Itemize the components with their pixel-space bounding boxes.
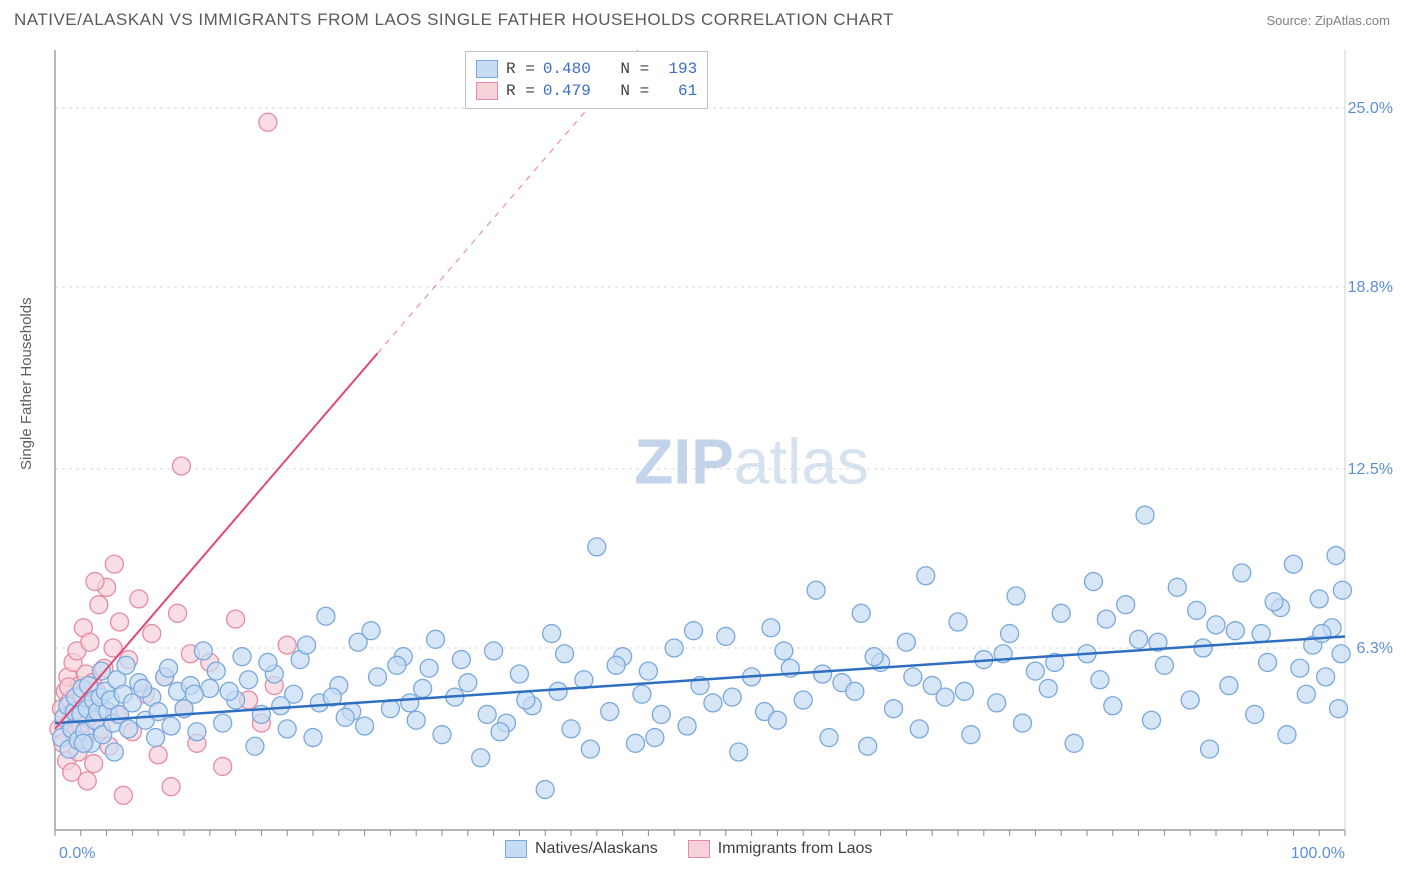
stats-row: R = 0.480 N = 193	[476, 58, 697, 80]
svg-text:6.3%: 6.3%	[1357, 640, 1393, 657]
series-swatch	[505, 840, 527, 858]
legend-item: Natives/Alaskans	[505, 840, 658, 858]
series-swatch	[476, 60, 498, 78]
series-legend: Natives/Alaskans Immigrants from Laos	[505, 840, 872, 858]
y-axis-label: Single Father Households	[18, 297, 35, 470]
stats-row: R = 0.479 N = 61	[476, 80, 697, 102]
scatter-chart: 6.3% 12.5% 18.8% 25.0% 0.0% 100.0% ZIPatlas	[0, 40, 1406, 892]
chart-title: NATIVE/ALASKAN VS IMMIGRANTS FROM LAOS S…	[14, 10, 894, 30]
svg-text:25.0%: 25.0%	[1348, 100, 1393, 117]
svg-text:12.5%: 12.5%	[1348, 461, 1393, 478]
correlation-stats-box: R = 0.480 N = 193R = 0.479 N = 61	[465, 51, 708, 109]
series-name: Immigrants from Laos	[718, 840, 873, 858]
series-swatch	[688, 840, 710, 858]
svg-text:0.0%: 0.0%	[59, 845, 95, 862]
svg-text:ZIPatlas: ZIPatlas	[634, 425, 869, 497]
series-swatch	[476, 82, 498, 100]
svg-text:18.8%: 18.8%	[1348, 279, 1393, 296]
chart-container: Single Father Households 6.3% 12.5% 18.8% 2…	[0, 40, 1406, 892]
source-attribution: Source: ZipAtlas.com	[1266, 13, 1390, 28]
source-link[interactable]: ZipAtlas.com	[1315, 13, 1390, 28]
svg-text:100.0%: 100.0%	[1291, 845, 1345, 862]
series-name: Natives/Alaskans	[535, 840, 658, 858]
legend-item: Immigrants from Laos	[688, 840, 873, 858]
